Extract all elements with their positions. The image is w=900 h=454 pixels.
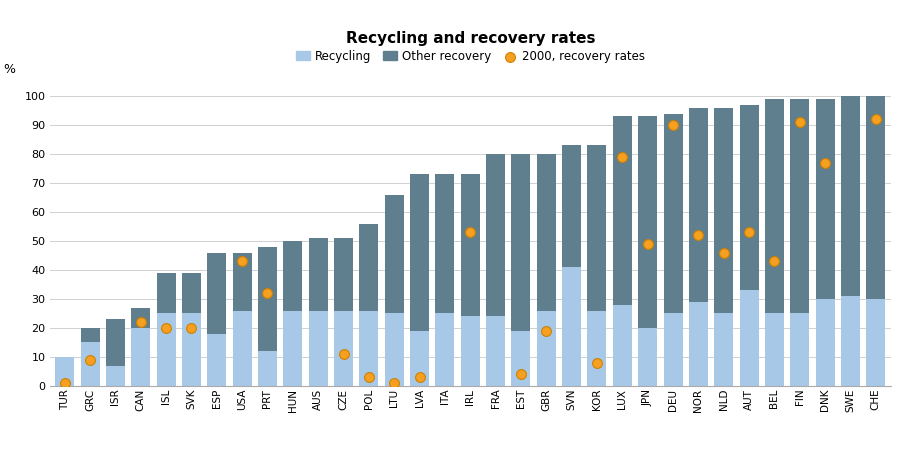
Bar (106, 365, 125, 386)
Bar (511, 331, 530, 386)
Point (539, 327, 554, 335)
Bar (157, 273, 176, 313)
Bar (232, 252, 252, 311)
Bar (715, 108, 733, 313)
Bar (182, 313, 201, 386)
Point (184, 324, 199, 331)
Bar (309, 311, 328, 386)
Bar (562, 267, 581, 386)
Bar (536, 311, 556, 386)
Bar (663, 313, 682, 386)
Bar (790, 99, 809, 313)
Bar (613, 117, 632, 305)
Bar (80, 328, 100, 342)
Point (641, 240, 655, 247)
Bar (841, 96, 860, 296)
Bar (588, 145, 607, 311)
Point (83, 356, 97, 364)
Bar (613, 305, 632, 386)
Bar (410, 174, 429, 331)
Point (260, 290, 274, 297)
Point (691, 232, 706, 239)
Bar (284, 311, 302, 386)
Point (590, 359, 604, 366)
Bar (258, 351, 277, 386)
Bar (131, 328, 150, 386)
Bar (562, 145, 581, 267)
Point (767, 258, 781, 265)
Point (362, 374, 376, 381)
Bar (106, 319, 125, 365)
Bar (511, 154, 530, 331)
Bar (359, 311, 378, 386)
Bar (207, 334, 226, 386)
Bar (207, 252, 226, 334)
Bar (410, 331, 429, 386)
Point (159, 324, 174, 331)
Legend: Recycling, Other recovery, 2000, recovery rates: Recycling, Other recovery, 2000, recover… (291, 45, 650, 68)
Bar (55, 357, 74, 386)
Bar (157, 313, 176, 386)
Bar (638, 117, 657, 328)
Point (387, 380, 401, 387)
Title: Recycling and recovery rates: Recycling and recovery rates (346, 31, 595, 46)
Bar (461, 174, 480, 316)
Point (514, 370, 528, 378)
Bar (765, 99, 784, 313)
Point (337, 350, 351, 358)
Bar (536, 154, 556, 311)
Bar (688, 108, 708, 302)
Bar (436, 313, 454, 386)
Bar (258, 247, 277, 351)
Bar (131, 308, 150, 328)
Bar (486, 154, 505, 316)
Bar (765, 313, 784, 386)
Bar (815, 299, 834, 386)
Point (235, 258, 249, 265)
Bar (182, 273, 201, 313)
Text: %: % (4, 63, 15, 76)
Bar (715, 313, 733, 386)
Point (742, 229, 756, 236)
Bar (588, 311, 607, 386)
Point (716, 249, 731, 256)
Bar (688, 302, 708, 386)
Point (818, 159, 832, 167)
Bar (436, 174, 454, 313)
Bar (384, 195, 404, 313)
Point (58, 380, 72, 387)
Bar (638, 328, 657, 386)
Bar (867, 299, 886, 386)
Bar (309, 238, 328, 311)
Point (793, 118, 807, 126)
Bar (461, 316, 480, 386)
Bar (740, 290, 759, 386)
Point (412, 374, 427, 381)
Bar (334, 238, 353, 311)
Bar (740, 105, 759, 290)
Bar (334, 311, 353, 386)
Point (868, 116, 883, 123)
Point (615, 153, 629, 161)
Bar (663, 114, 682, 313)
Bar (486, 316, 505, 386)
Bar (232, 311, 252, 386)
Bar (841, 296, 860, 386)
Bar (359, 224, 378, 311)
Bar (284, 241, 302, 311)
Point (133, 319, 148, 326)
Point (463, 229, 477, 236)
Bar (867, 96, 886, 299)
Bar (815, 99, 834, 299)
Point (666, 122, 680, 129)
Bar (384, 313, 404, 386)
Bar (790, 313, 809, 386)
Bar (80, 342, 100, 386)
